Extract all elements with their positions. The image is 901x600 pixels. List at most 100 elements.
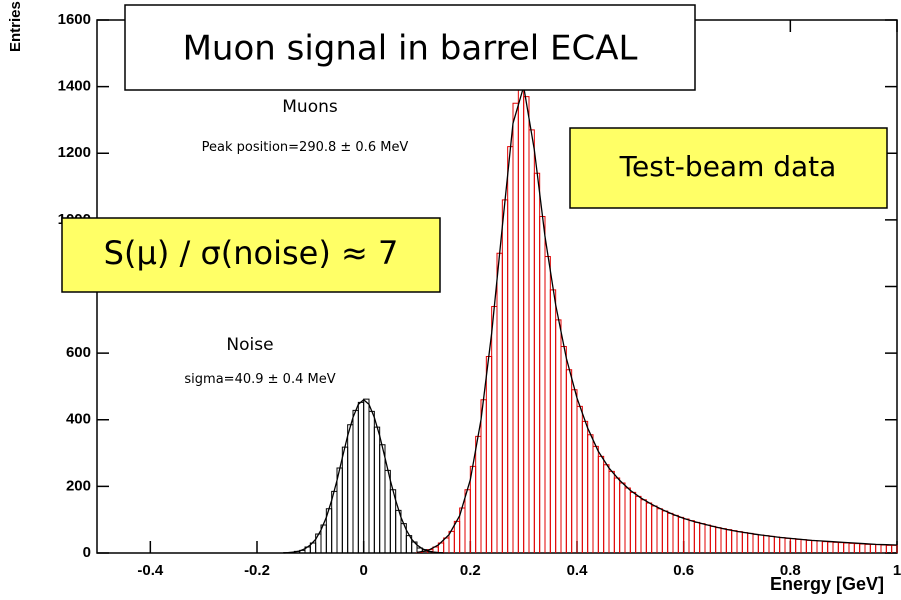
histogram-bin [352,409,359,553]
histogram-bin [331,490,338,553]
histogram-bin [661,510,669,553]
histogram-bin [453,520,461,553]
histogram-bin [475,435,482,553]
histogram-bin [539,216,546,553]
histogram-bin [485,355,493,553]
histogram-bin [891,544,898,553]
histogram-bin [747,532,754,553]
histogram-bin [757,534,765,553]
histogram-bin [613,477,621,553]
x-tick-label: 0 [359,562,367,579]
histogram-bin [336,467,343,553]
histogram-bin [848,542,855,553]
histogram-bin [683,518,690,553]
histogram-bin [379,444,386,553]
annotation: sigma=40.9 ± 0.4 MeV [184,372,335,387]
histogram-bin [688,520,695,553]
histogram-bin [624,487,631,553]
histogram-bin [667,512,674,553]
histogram-bin [741,532,749,553]
histogram-bin [555,319,562,553]
histogram-bin [501,199,509,553]
histogram-bin [496,252,503,553]
histogram-bin [507,146,514,553]
annotation-box [569,127,888,209]
series-label: Muons [282,97,338,117]
histogram-bin [672,514,679,553]
plot-area: 02004006008001000120014001600-0.4-0.200.… [58,11,901,579]
annotation-box [61,217,441,293]
histogram-bin [368,410,375,553]
histogram-bin [608,470,615,553]
histogram-bin [885,544,893,553]
histogram-bin [832,541,839,553]
histogram-bin [779,537,786,553]
histogram-bin [464,489,471,553]
histogram-bin [763,535,770,553]
histogram-bin [384,469,391,553]
histogram-bin [853,543,861,553]
fit-curve [283,398,444,554]
histogram-bin [528,129,535,553]
histogram-bin [448,530,455,553]
histogram-bin [773,536,781,553]
x-axis-label: Energy [GeV] [770,574,884,594]
title-box [124,4,696,91]
histogram-bin [373,426,381,553]
histogram-bin [725,529,733,553]
y-tick-label: 1200 [58,144,91,161]
histogram-bin [517,82,525,553]
y-tick-label: 1400 [58,78,91,95]
histogram-bin [533,172,541,553]
fit-curve [416,86,898,553]
histogram-bin [693,521,701,553]
histogram-bin [619,482,626,553]
histogram-bin [795,538,802,553]
histogram-bin [656,508,663,553]
histogram-bin [597,455,605,553]
histogram-bin [821,541,829,553]
histogram-bin [635,495,642,553]
histogram-bin [523,96,530,553]
series-label: Noise [226,335,273,355]
histogram-bin [805,539,813,553]
x-tick-label: 0.4 [567,562,589,579]
histogram-bin [811,540,818,553]
histogram-bin [800,539,807,553]
histogram-bin [704,524,711,553]
x-tick-label: 0.8 [780,562,801,579]
histogram-bin [565,369,573,553]
chart-title: Muon signal in barrel ECAL [183,29,638,69]
histogram-bin [512,102,519,553]
x-tick-label: 0.2 [460,562,481,579]
histogram-bin [341,446,349,553]
histogram-bin [603,464,610,553]
histogram-bin [875,544,882,553]
histogram-bin [357,401,365,553]
histogram-bin [640,499,647,553]
histogram-bin [731,530,738,553]
histogram-bin [880,544,887,553]
histogram-bin [816,540,823,553]
histogram-bin [651,505,658,553]
histogram-bin [480,399,487,553]
histogram-bin [752,533,759,553]
histogram-bin [571,389,578,553]
y-tick-label: 1600 [58,11,91,28]
histogram-bin [576,405,583,553]
histogram-bin [784,537,791,553]
y-tick-label: 200 [66,477,91,494]
histogram-bin [789,538,797,553]
histogram-bin [363,398,370,553]
histogram-bin [549,289,557,553]
annotation: S(μ) / σ(noise) ≈ 7 [104,234,399,272]
histogram-bin [699,523,706,553]
histogram-bin [709,525,717,553]
histogram-bin [827,541,834,553]
histogram-bin [581,420,589,553]
histogram-bin [560,345,567,553]
annotation: Test-beam data [619,150,837,183]
annotation: Peak position=290.8 ± 0.6 MeV [202,140,409,155]
